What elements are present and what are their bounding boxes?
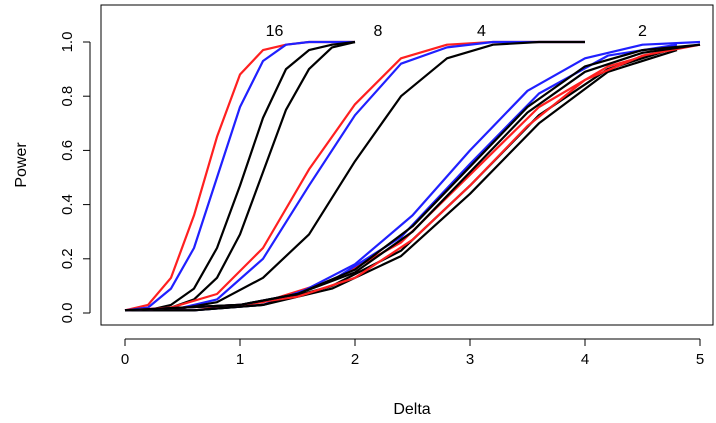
series-line-8-black-6 <box>125 40 585 312</box>
y-tick-label-0: 0.0 <box>59 303 76 324</box>
annotation-labels: 16 8 4 2 <box>266 23 647 40</box>
series-line-2-blue-12 <box>124 40 701 312</box>
y-tick-label-1: 0.2 <box>59 248 76 269</box>
series-line-2-black-14 <box>124 43 701 312</box>
x-axis-title: Delta <box>393 401 430 418</box>
series-line-2-red-11 <box>124 43 701 312</box>
series-line-4-black-9 <box>125 46 678 312</box>
y-tick-label-4: 0.8 <box>59 86 76 107</box>
series-line-4-blue-8 <box>125 43 678 312</box>
x-tick-label-5: 5 <box>696 351 704 368</box>
series-lines <box>124 40 701 312</box>
x-tick-label-0: 0 <box>121 351 129 368</box>
y-axis-title: Power <box>13 142 30 188</box>
y-axis: 0.0 0.2 0.4 0.6 0.8 1.0 <box>59 32 91 324</box>
x-tick-label-4: 4 <box>581 351 589 368</box>
series-line-16-blue-1 <box>124 40 355 312</box>
annotation-8: 8 <box>374 23 383 40</box>
x-tick-label-1: 1 <box>236 351 244 368</box>
y-tick-label-3: 0.6 <box>59 140 76 161</box>
series-line-2-black-13 <box>124 43 701 312</box>
series-line-8-blue-5 <box>125 40 585 312</box>
plot-frame <box>100 4 714 326</box>
series-line-4-black-10 <box>125 49 678 312</box>
annotation-2: 2 <box>638 23 647 40</box>
y-tick-label-2: 0.4 <box>59 194 76 215</box>
series-line-4-red-7 <box>125 46 678 312</box>
series-line-16-black-2 <box>125 40 356 312</box>
annotation-4: 4 <box>477 23 486 40</box>
x-tick-label-2: 2 <box>351 351 359 368</box>
y-tick-label-5: 1.0 <box>59 32 76 53</box>
annotation-16: 16 <box>266 23 284 40</box>
x-axis: 0 1 2 3 4 5 <box>121 338 704 368</box>
x-tick-label-3: 3 <box>466 351 474 368</box>
